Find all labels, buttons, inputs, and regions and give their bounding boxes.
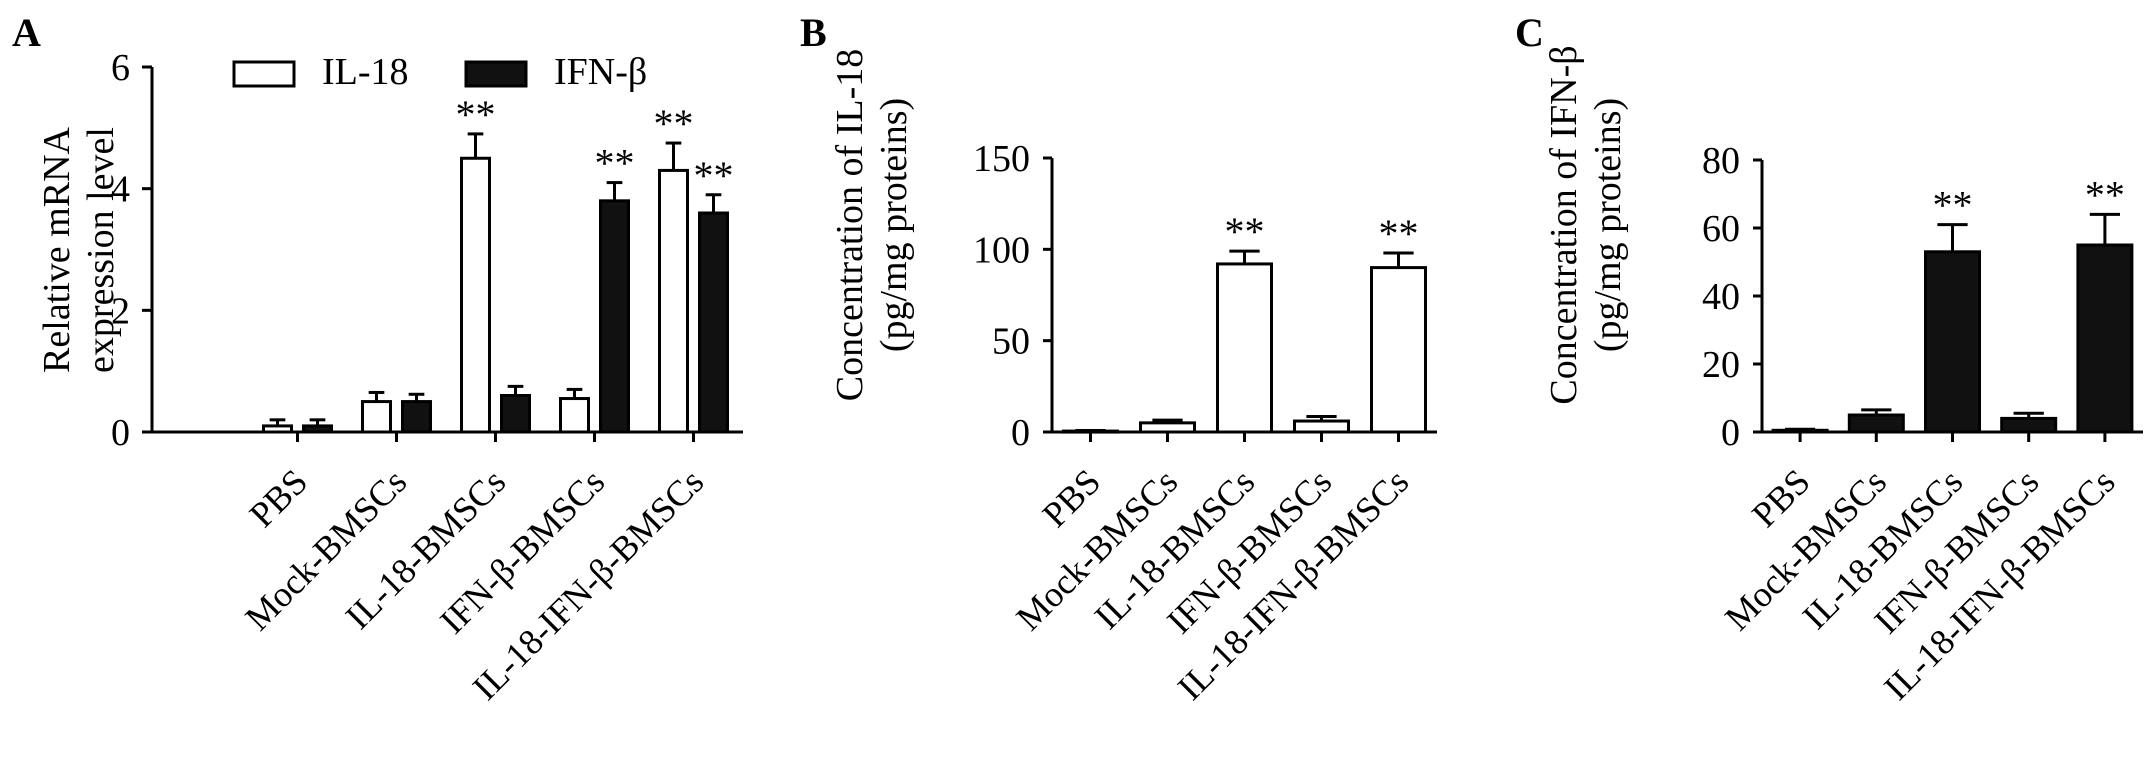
panel-b-ylabel-line1: Concentration of IL-18 xyxy=(829,49,871,401)
panel-a-bar-il-18 xyxy=(262,424,293,434)
panel-c-ylabel: Concentration of IFN-β (pg/mg proteins) xyxy=(1543,45,1629,404)
panel-b-bar-series xyxy=(1062,429,1119,434)
panel-b-ylabel-line2: (pg/mg proteins) xyxy=(873,98,915,352)
panel-a-ylabel-line2: expression level xyxy=(80,127,122,373)
panel-a-y-tick-label: 0 xyxy=(111,412,130,454)
panel-a-significance-mark: ** xyxy=(456,92,496,137)
panel-a-bar-il-18 xyxy=(460,156,491,434)
panel-c-bar-series xyxy=(1924,250,1981,434)
panel-c-plot: 020406080PBSMock-BMSCsIL-18-BMSCsIFN-β-B… xyxy=(1702,140,2143,708)
panel-c-y-tick-label: 20 xyxy=(1702,344,1740,386)
panel-a-plot: 0246PBSMock-BMSCsIL-18-BMSCsIFN-β-BMSCsI… xyxy=(111,47,743,708)
panel-a-legend-swatch xyxy=(232,60,296,88)
panel-b-y-tick-label: 100 xyxy=(973,229,1030,271)
panel-c-y-tick-label: 60 xyxy=(1702,208,1740,250)
panel-b-significance-mark: ** xyxy=(1225,209,1265,254)
panel-a-y-tick-label: 4 xyxy=(111,169,130,211)
panel-b-bar-series xyxy=(1370,266,1427,434)
panel-a-legend-swatch xyxy=(464,60,528,88)
panel-b-ylabel: Concentration of IL-18 (pg/mg proteins) xyxy=(829,49,915,401)
panel-label-c: C xyxy=(1515,10,1544,55)
panel-a-bar-il-18 xyxy=(658,168,689,434)
panel-c-y-tick-label: 40 xyxy=(1702,276,1740,318)
panel-c-y-tick-label: 80 xyxy=(1702,140,1740,182)
panel-c-bar-series xyxy=(2076,243,2134,434)
panel-a-significance-mark: ** xyxy=(654,101,694,146)
panel-a-bar-il-18 xyxy=(361,400,392,434)
panel-b-plot: 050100150PBSMock-BMSCsIL-18-BMSCsIFN-β-B… xyxy=(973,138,1437,708)
panel-a-bar-il-18 xyxy=(559,397,590,434)
panel-c-ylabel-line1: Concentration of IFN-β xyxy=(1543,45,1585,404)
panel-c-significance-mark: ** xyxy=(2085,172,2125,217)
panel-a-bar-ifn- xyxy=(599,199,630,434)
panel-a-legend-label: IL-18 xyxy=(322,51,409,93)
panel-b-bar-series xyxy=(1216,262,1273,434)
panel-a-x-tick-label: PBS xyxy=(242,461,316,535)
panel-c-bar-series xyxy=(1847,413,1905,434)
panel-a-ylabel-line1: Relative mRNA xyxy=(36,126,78,372)
panel-a-bar-ifn- xyxy=(698,211,729,434)
panel-label-a: A xyxy=(12,10,41,55)
panel-c-ylabel-line2: (pg/mg proteins) xyxy=(1587,98,1629,352)
panel-b-y-tick-label: 0 xyxy=(1011,412,1030,454)
panel-c-bar-series xyxy=(1771,428,1829,434)
panel-b-y-tick-label: 50 xyxy=(992,321,1030,363)
panel-b-bar-series xyxy=(1293,419,1350,434)
panel-a-bar-ifn- xyxy=(500,394,531,434)
panel-c-bar-series xyxy=(2000,416,2058,434)
panel-a-y-tick-label: 2 xyxy=(111,290,130,332)
panel-a-ylabel: Relative mRNA expression level xyxy=(36,126,122,372)
panel-a-significance-mark: ** xyxy=(694,153,734,198)
panel-c-significance-mark: ** xyxy=(1933,183,1973,228)
panel-a-bar-ifn- xyxy=(302,424,333,434)
panel-b-bar-series xyxy=(1139,421,1196,434)
panel-b-significance-mark: ** xyxy=(1379,211,1419,256)
panel-a-legend-label: IFN-β xyxy=(554,51,647,93)
panel-c-y-tick-label: 0 xyxy=(1721,412,1740,454)
panel-a-y-tick-label: 6 xyxy=(111,47,130,89)
panel-a-bar-ifn- xyxy=(401,400,432,434)
panel-a-significance-mark: ** xyxy=(595,141,635,186)
panel-label-b: B xyxy=(800,10,827,55)
panel-b-y-tick-label: 150 xyxy=(973,138,1030,180)
